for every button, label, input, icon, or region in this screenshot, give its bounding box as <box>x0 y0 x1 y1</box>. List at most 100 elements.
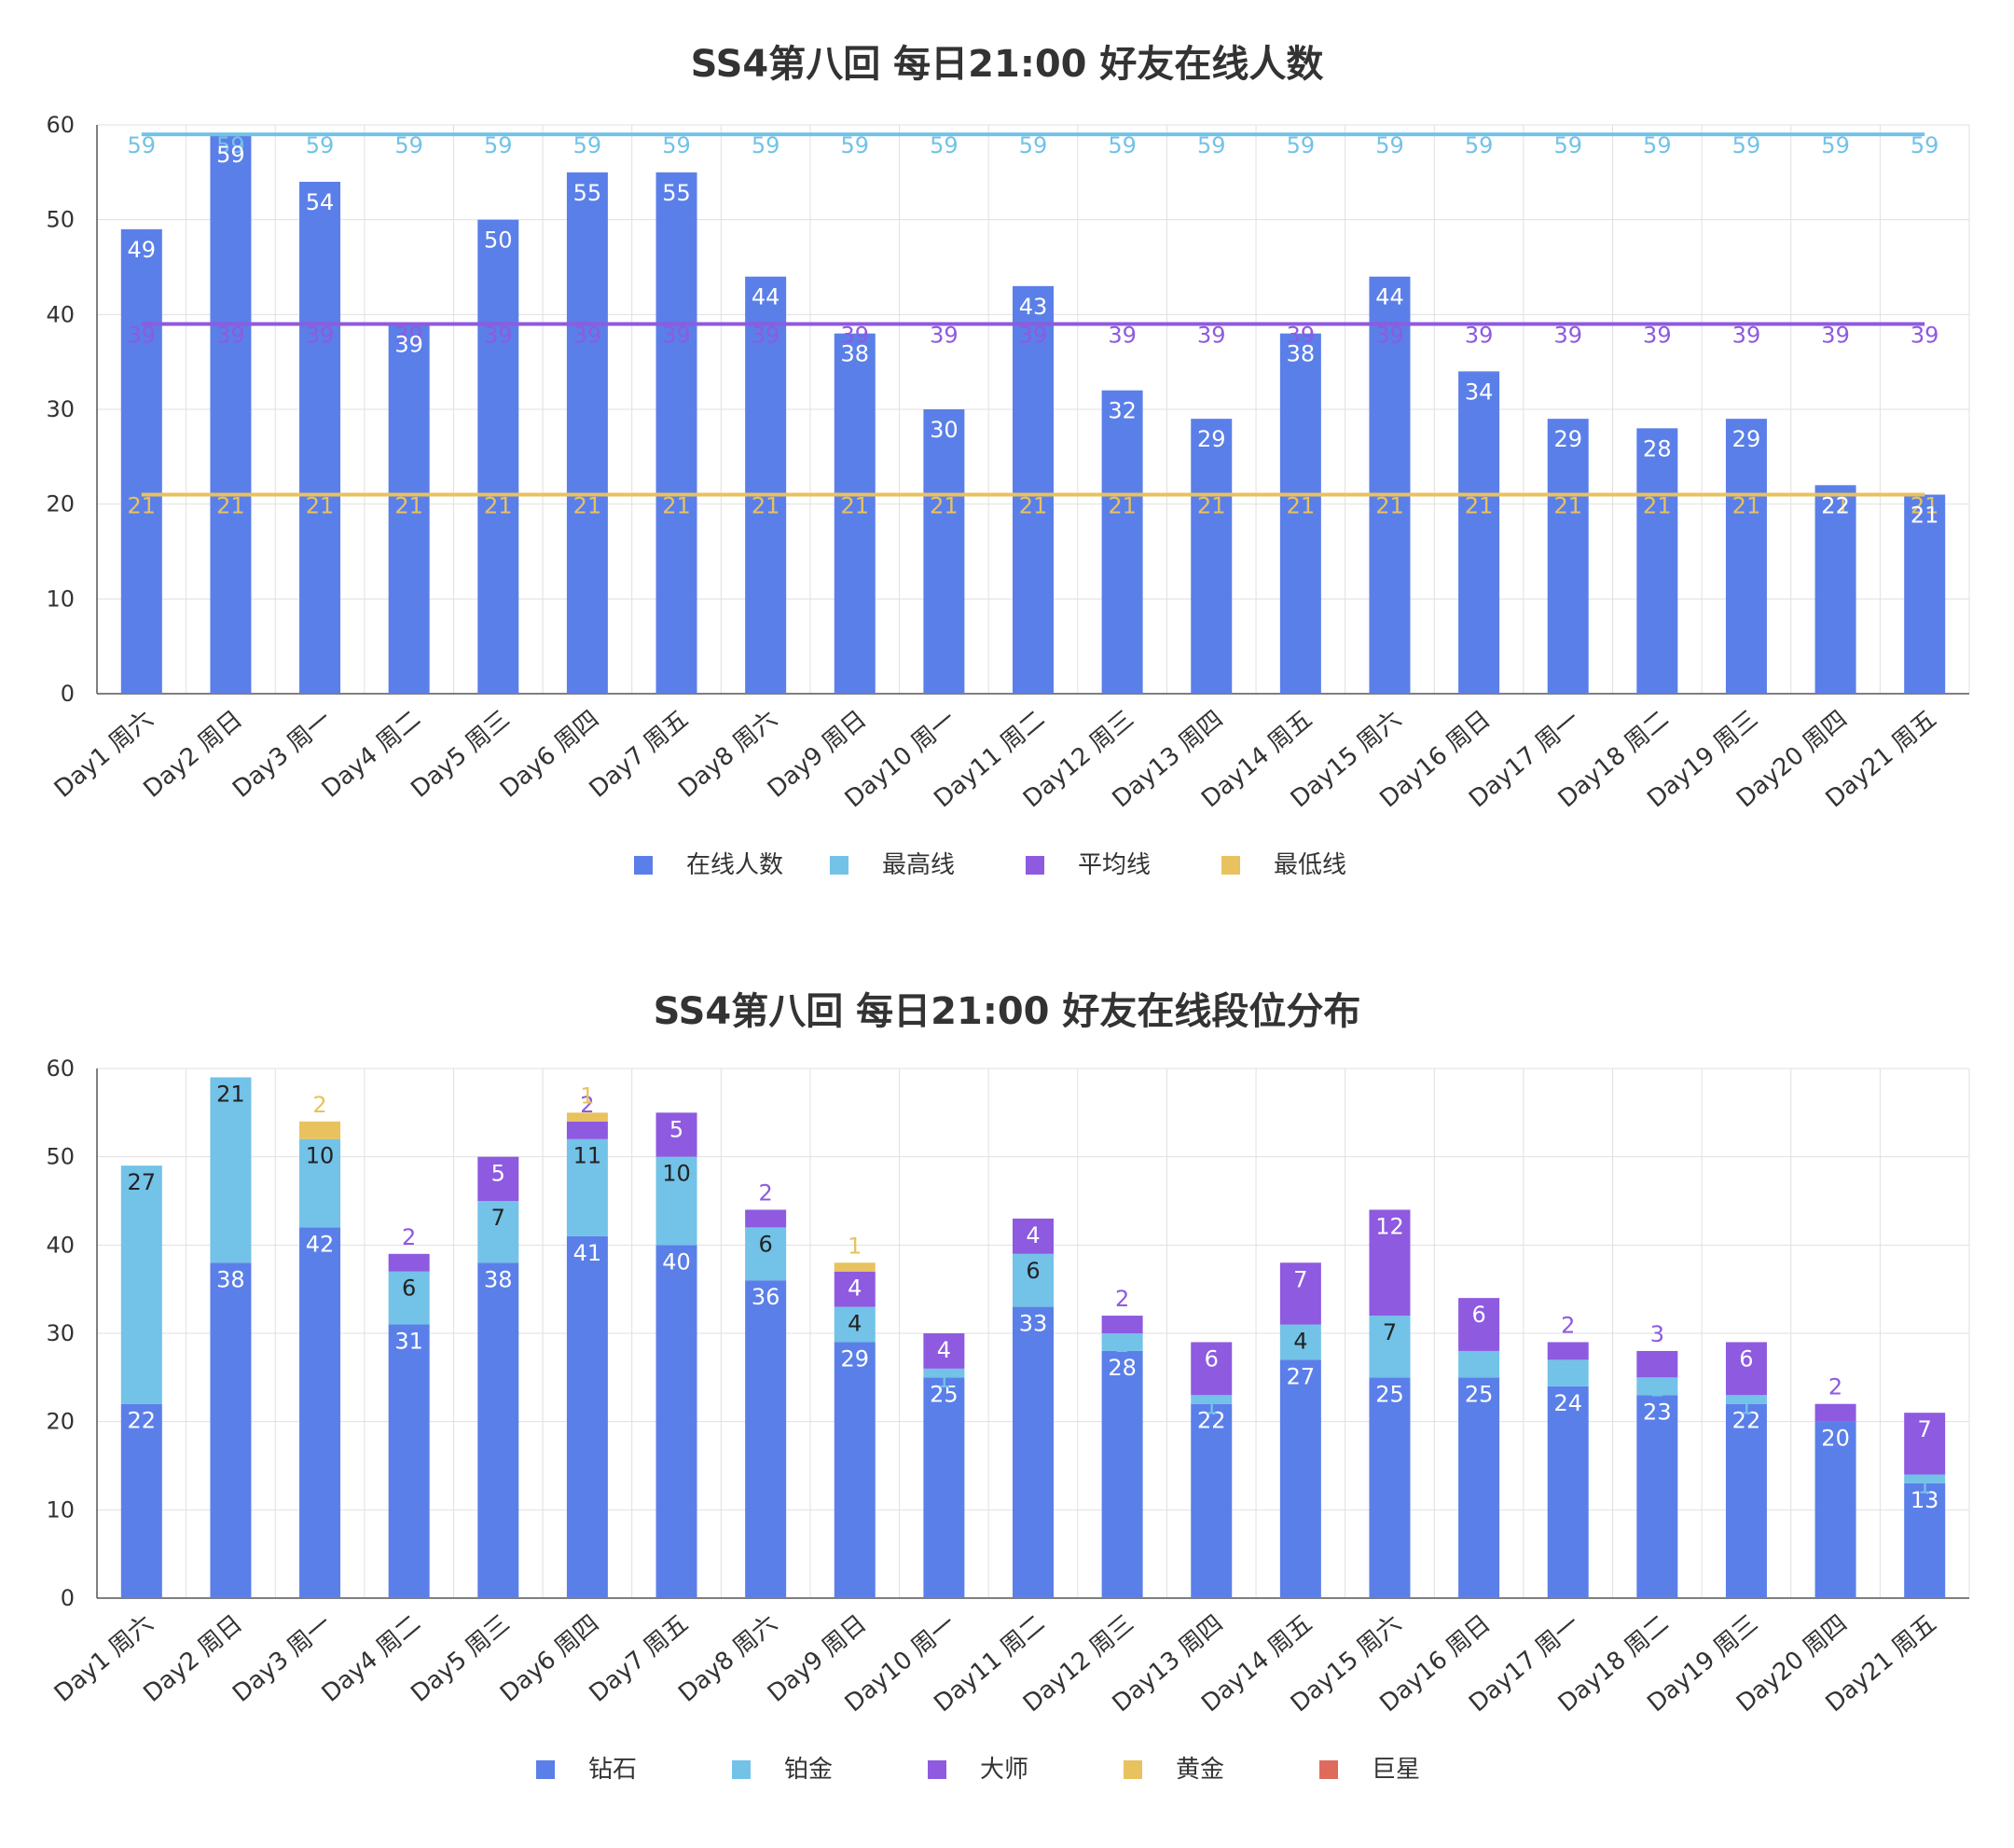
stacked-bar-segment <box>388 1324 430 1598</box>
bar-data-label: 29 <box>1553 426 1582 452</box>
stacked-bar-segment <box>388 1253 430 1272</box>
line-data-label: 39 <box>1108 323 1137 349</box>
segment-data-label: 2 <box>1561 1312 1575 1338</box>
line-data-label: 59 <box>1553 132 1582 159</box>
legend-swatch <box>634 856 653 875</box>
stacked-bar-segment <box>1191 1403 1233 1598</box>
x-tick-label: Day8 周六 <box>673 705 782 803</box>
chart-online-count: SS4第八回 每日21:00 好友在线人数 0 10 20 30 40 50 60 Day1 … <box>46 43 1970 879</box>
stacked-bar-segment <box>1279 1324 1321 1360</box>
segment-data-label: 2 <box>1650 1375 1664 1401</box>
line-data-label: 59 <box>1375 132 1404 159</box>
x-tick-label: Day3 周一 <box>228 705 337 803</box>
line-data-label: 39 <box>484 323 513 349</box>
segment-data-label: 2 <box>580 1092 594 1118</box>
segment-data-label: 7 <box>1918 1416 1932 1442</box>
line-data-label: 21 <box>930 493 959 519</box>
segment-data-label: 22 <box>1197 1408 1226 1434</box>
bar <box>1101 390 1143 694</box>
stacked-bar-segment <box>1458 1377 1500 1598</box>
segment-data-label: 7 <box>491 1205 505 1231</box>
bar-data-label: 21 <box>1911 503 1939 529</box>
line-data-label: 39 <box>573 323 602 349</box>
stacked-bar-segment <box>834 1342 876 1598</box>
bar <box>299 182 341 694</box>
bar-data-label: 50 <box>484 228 513 254</box>
line-data-label: 21 <box>1821 493 1850 519</box>
legend-label: 平均线 <box>1078 851 1151 879</box>
stacked-bar-segment <box>655 1156 697 1246</box>
x-tick-label: Day1 周六 <box>49 705 159 803</box>
stacked-bar-segment <box>1814 1421 1856 1598</box>
stacked-bar-segment <box>566 1112 608 1122</box>
stacked-bar-segment <box>834 1306 876 1343</box>
bar-data-label: 30 <box>930 417 959 443</box>
bar-data-label: 43 <box>1019 294 1048 320</box>
bar <box>1904 494 1946 694</box>
line-data-label: 59 <box>1821 132 1850 159</box>
segment-data-label: 3 <box>1650 1321 1664 1347</box>
stacked-bar-segment <box>477 1156 519 1201</box>
stacked-bar-segment <box>1636 1377 1678 1396</box>
bar <box>1636 428 1678 694</box>
segment-data-label: 6 <box>1026 1258 1040 1284</box>
legend-label: 巨星 <box>1372 1756 1420 1784</box>
stacked-bar-segment <box>1904 1413 1946 1475</box>
stacked-bar-segment <box>477 1262 519 1598</box>
x-tick-label: Day5 周三 <box>406 1609 515 1707</box>
legend-label: 最低线 <box>1274 851 1346 879</box>
bar <box>477 219 519 694</box>
line-data-label: 59 <box>573 132 602 159</box>
legend-label: 在线人数 <box>686 851 783 879</box>
segment-data-label: 28 <box>1108 1355 1137 1381</box>
stacked-bar-segment <box>1369 1316 1411 1378</box>
y-tick-label: 60 <box>46 112 75 138</box>
bar-data-label: 54 <box>306 189 335 215</box>
y-tick-label: 60 <box>46 1055 75 1082</box>
y-tick-label: 20 <box>46 1409 75 1435</box>
y-tick-label: 40 <box>46 301 75 327</box>
segment-data-label: 6 <box>1471 1302 1485 1328</box>
segment-data-label: 11 <box>573 1143 602 1169</box>
segment-data-label: 6 <box>1205 1345 1219 1372</box>
bar-data-label: 44 <box>752 284 780 310</box>
x-tick-label: Day3 周一 <box>228 1609 337 1707</box>
segment-data-label: 25 <box>1375 1381 1404 1407</box>
line-data-label: 39 <box>1732 323 1761 349</box>
line-data-label: 59 <box>394 132 423 159</box>
line-data-label: 39 <box>1911 323 1939 349</box>
segment-data-label: 27 <box>128 1169 157 1195</box>
segment-data-label: 4 <box>848 1276 862 1302</box>
legend-swatch <box>1026 856 1044 875</box>
bar-data-label: 38 <box>840 341 869 367</box>
line-data-label: 59 <box>752 132 780 159</box>
bar <box>1814 485 1856 694</box>
stacked-bar-segment <box>1191 1342 1233 1396</box>
line-data-label: 59 <box>1287 132 1316 159</box>
line-data-label: 59 <box>662 132 691 159</box>
segment-data-label: 6 <box>402 1276 416 1302</box>
line-data-label: 59 <box>216 132 245 159</box>
bar <box>1013 285 1054 694</box>
stacked-bar-segment <box>745 1227 787 1281</box>
bar-data-label: 55 <box>662 180 691 206</box>
line-data-label: 59 <box>1732 132 1761 159</box>
stacked-bar-segment <box>1013 1218 1054 1254</box>
stacked-bar-segment <box>210 1262 252 1598</box>
bar-data-label: 55 <box>573 180 602 206</box>
segment-data-label: 5 <box>669 1116 683 1142</box>
y-tick-label: 30 <box>46 396 75 422</box>
legend-swatch <box>830 856 848 875</box>
y-tick-label: 30 <box>46 1320 75 1346</box>
segment-data-label: 1 <box>848 1233 862 1259</box>
y-tick-label: 0 <box>61 681 75 707</box>
stacked-bar-segment <box>923 1333 965 1369</box>
segment-data-label: 10 <box>662 1161 691 1187</box>
line-data-label: 21 <box>662 493 691 519</box>
line-data-label: 21 <box>128 493 157 519</box>
segment-data-label: 3 <box>1471 1349 1485 1375</box>
segment-data-label: 21 <box>216 1081 245 1107</box>
segment-data-label: 1 <box>580 1083 594 1109</box>
segment-data-label: 25 <box>930 1381 959 1407</box>
